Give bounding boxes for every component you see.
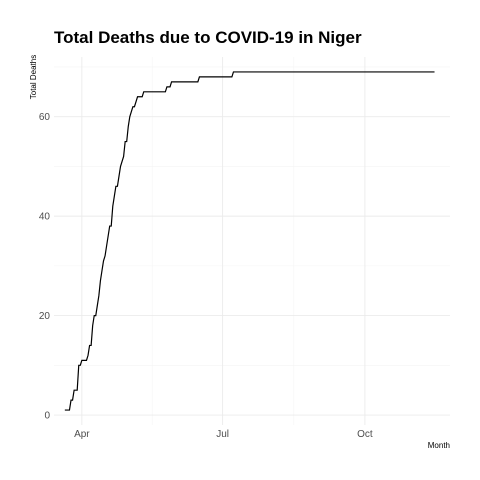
grid-lines bbox=[54, 57, 450, 425]
y-tick-label: 0 bbox=[44, 411, 50, 422]
series-line-total-deaths bbox=[64, 71, 435, 411]
y-tick-label: 60 bbox=[39, 112, 51, 123]
y-tick-label: 20 bbox=[39, 311, 51, 322]
x-tick-label: Oct bbox=[357, 429, 373, 440]
chart-title: Total Deaths due to COVID-19 in Niger bbox=[54, 28, 362, 47]
x-tick-label: Apr bbox=[74, 429, 90, 440]
x-axis-title: Month bbox=[428, 441, 450, 450]
y-tick-label: 40 bbox=[39, 212, 51, 223]
x-tick-label: Jul bbox=[216, 429, 229, 440]
y-axis-ticks: 0 20 40 60 bbox=[39, 112, 51, 421]
x-axis-ticks: Apr Jul Oct bbox=[74, 429, 373, 440]
y-axis-title: Total Deaths bbox=[29, 55, 38, 99]
